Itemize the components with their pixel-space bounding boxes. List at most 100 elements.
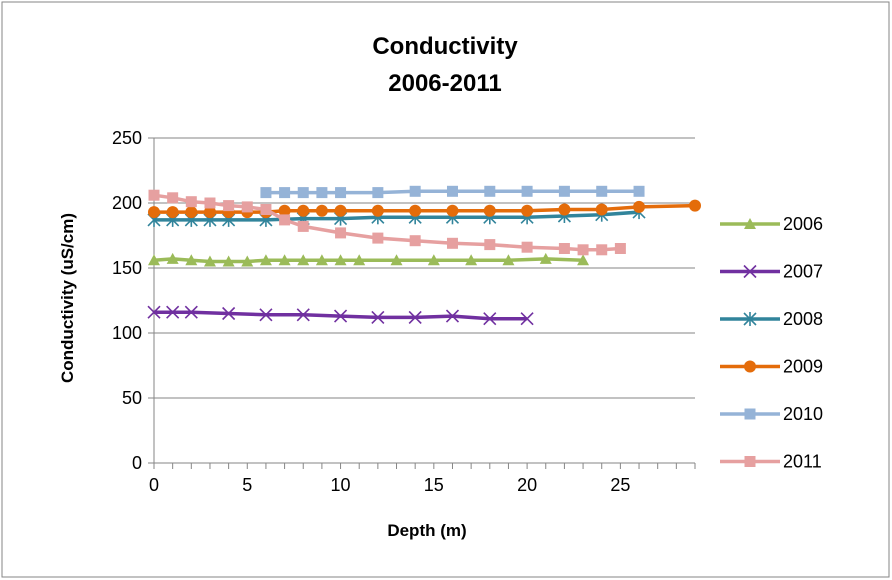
data-point-2007 xyxy=(445,309,460,323)
data-point-2007 xyxy=(483,312,497,326)
y-tick-label: 200 xyxy=(112,193,142,213)
data-point-2006 xyxy=(222,255,235,267)
data-point-2007 xyxy=(147,305,161,319)
data-point-2009 xyxy=(595,203,608,216)
marker-stroke xyxy=(296,308,310,322)
data-point-2011 xyxy=(596,244,608,256)
data-point-2011 xyxy=(409,235,421,247)
marker-stroke xyxy=(184,305,198,319)
data-point-2006 xyxy=(577,254,590,266)
marker-stroke xyxy=(166,305,180,319)
data-point-2007 xyxy=(166,305,180,319)
data-point-2009 xyxy=(371,204,384,217)
legend-marker-2006 xyxy=(744,218,756,229)
data-point-2011 xyxy=(167,192,179,204)
marker-stroke xyxy=(371,310,385,324)
data-point-2010 xyxy=(484,185,496,197)
y-tick-label: 150 xyxy=(112,258,142,278)
data-point-2006 xyxy=(278,254,291,266)
x-axis-title: Depth (m) xyxy=(387,521,466,540)
data-point-2007 xyxy=(520,312,534,326)
y-tick-label: 100 xyxy=(112,323,142,343)
data-point-2006 xyxy=(427,254,440,266)
x-tick-label: 0 xyxy=(149,475,159,495)
data-point-2006 xyxy=(539,252,552,264)
data-point-2010 xyxy=(260,187,272,199)
y-tick-label: 50 xyxy=(122,388,142,408)
legend-entry-2011: 2011 xyxy=(720,452,822,472)
y-tick-label: 250 xyxy=(112,128,142,148)
marker-stroke xyxy=(147,305,161,319)
data-point-2011 xyxy=(614,243,626,254)
data-point-2011 xyxy=(297,220,309,232)
legend-marker-2008 xyxy=(743,312,757,326)
data-point-2011 xyxy=(446,237,458,249)
data-point-2009 xyxy=(148,206,160,219)
data-point-2009 xyxy=(409,204,422,217)
data-point-2009 xyxy=(689,199,701,212)
legend-entry-2006: 2006 xyxy=(720,214,823,234)
data-point-2011 xyxy=(372,232,384,244)
legend-entry-2008: 2008 xyxy=(720,309,823,329)
data-point-2010 xyxy=(316,187,328,199)
data-point-2009 xyxy=(185,206,198,219)
marker-stroke xyxy=(259,308,273,322)
data-point-2011 xyxy=(521,241,533,253)
data-point-2009 xyxy=(278,204,291,217)
data-point-2006 xyxy=(465,254,478,266)
legend: 2006 2007 2008 2009 2010 2011 xyxy=(720,214,823,472)
x-tick-label: 20 xyxy=(517,475,537,495)
legend-label-2006: 2006 xyxy=(783,214,823,234)
legend-entry-2010: 2010 xyxy=(720,404,823,424)
data-point-2010 xyxy=(409,185,421,197)
y-axis-title: Conductivity (uS/cm) xyxy=(58,213,77,383)
data-point-2009 xyxy=(203,206,216,219)
data-point-2010 xyxy=(633,185,645,197)
data-point-2010 xyxy=(372,187,384,199)
legend-marker-2007 xyxy=(743,264,757,279)
data-point-2006 xyxy=(353,254,366,266)
data-point-2006 xyxy=(241,255,254,267)
data-point-2007 xyxy=(259,308,273,322)
data-point-2011 xyxy=(185,196,197,208)
chart-title-line-1: Conductivity xyxy=(372,33,518,60)
series-2011 xyxy=(148,189,626,256)
data-point-2011 xyxy=(558,243,570,254)
data-point-2009 xyxy=(297,204,310,217)
data-point-2006 xyxy=(148,254,160,266)
data-point-2009 xyxy=(334,204,347,217)
data-point-2009 xyxy=(558,203,571,216)
data-point-2011 xyxy=(335,227,347,239)
series-2010 xyxy=(260,185,645,199)
data-point-2006 xyxy=(315,254,328,266)
data-point-2007 xyxy=(333,309,348,323)
data-point-2009 xyxy=(633,200,646,213)
data-point-2010 xyxy=(521,185,533,197)
data-point-2011 xyxy=(260,204,272,215)
legend-label-2011: 2011 xyxy=(783,452,822,472)
data-point-2006 xyxy=(203,255,216,267)
marker-stroke xyxy=(333,309,348,323)
legend-label-2009: 2009 xyxy=(783,357,823,377)
data-point-2006 xyxy=(185,254,198,266)
data-point-2011 xyxy=(148,189,160,201)
x-tick-label: 10 xyxy=(331,475,351,495)
marker-stroke xyxy=(408,310,422,324)
data-point-2011 xyxy=(204,197,216,209)
data-point-2011 xyxy=(577,244,589,256)
data-point-2006 xyxy=(390,254,403,266)
series-2006 xyxy=(148,252,590,267)
data-point-2006 xyxy=(297,254,310,266)
marker-stroke xyxy=(483,312,497,326)
marker-stroke xyxy=(743,264,757,279)
data-point-2010 xyxy=(335,187,347,199)
data-point-2007 xyxy=(408,310,422,324)
data-point-2006 xyxy=(502,254,515,266)
legend-marker-2009 xyxy=(744,360,756,373)
data-point-2010 xyxy=(558,185,570,197)
data-point-2011 xyxy=(241,201,253,213)
legend-label-2008: 2008 xyxy=(783,309,823,329)
legend-label-2010: 2010 xyxy=(783,404,823,424)
